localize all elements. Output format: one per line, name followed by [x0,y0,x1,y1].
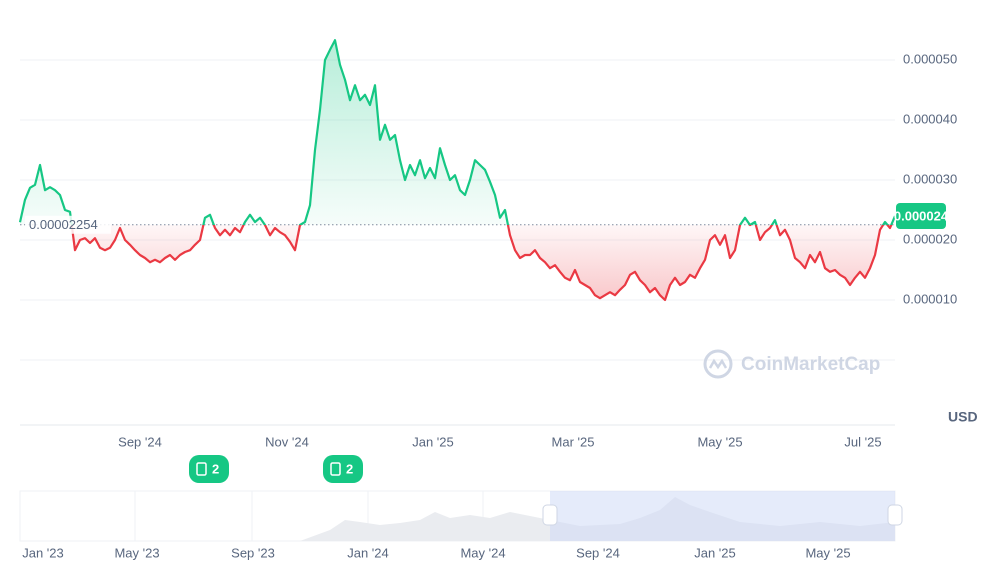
y-tick-label: 0.000040 [903,111,957,126]
baseline-label: 0.00002254 [29,217,98,232]
x-tick-label: Jul '25 [844,434,881,449]
note-badge [189,455,229,483]
navigator-label: Sep '24 [576,545,620,560]
navigator [19,490,903,542]
x-tick-label: May '25 [697,434,742,449]
y-tick-label: 0.000030 [903,171,957,186]
note-icon [196,462,207,476]
navigator-label: May '23 [114,545,159,560]
x-tick-label: Mar '25 [552,434,595,449]
navigator-label: Jan '25 [694,545,736,560]
price-line [18,39,897,302]
x-tick-label: Jan '25 [412,434,454,449]
navigator-label: Jan '24 [347,545,389,560]
plot [18,39,897,302]
y-tick-label: 0.000050 [903,51,957,66]
price-area [20,40,895,300]
navigator-label: Jan '23 [22,545,64,560]
y-tick-label: 0.000010 [903,291,957,306]
note-count: 2 [212,461,219,476]
x-tick-label: Nov '24 [265,434,309,449]
navigator-label: Sep '23 [231,545,275,560]
note-icon [330,462,341,476]
note-badge [323,455,363,483]
current-price-label: 0.000024 [894,208,949,223]
x-tick-label: Sep '24 [118,434,162,449]
baseline-label-bg [25,215,111,234]
y-tick-label: 0.000020 [903,231,957,246]
note-count: 2 [346,461,353,476]
navigator-label: May '25 [805,545,850,560]
navigator-label: May '24 [460,545,505,560]
watermark-text: CoinMarketCap [741,354,880,375]
current-price-tag [896,203,946,229]
watermark: CoinMarketCap [703,349,880,379]
currency: USD [948,409,978,425]
